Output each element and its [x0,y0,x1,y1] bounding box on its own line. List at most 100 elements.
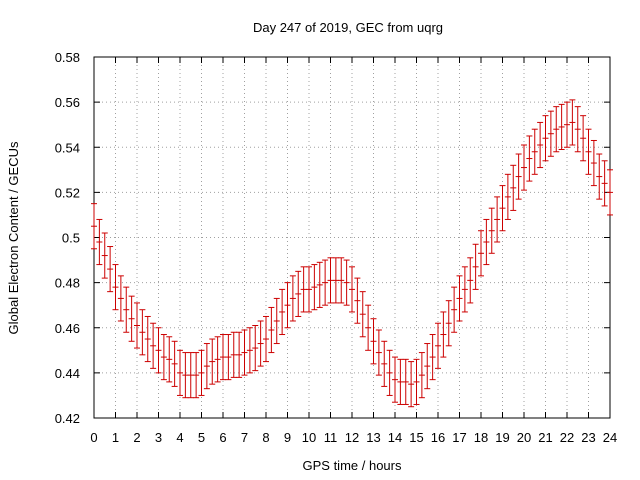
error-bar-point [193,352,200,399]
error-bar-point [607,169,613,216]
error-bar-point [289,275,296,322]
error-bar-point [510,164,517,211]
error-bar-point [359,291,366,338]
error-bar-point [381,340,388,387]
error-bar-point [365,304,372,351]
error-bar-point [107,246,114,293]
error-bar-point [134,302,140,349]
y-tick-label: 0.48 [55,276,80,291]
x-tick-label: 6 [219,430,226,445]
error-bar-point [440,311,447,358]
x-tick-label: 14 [388,430,402,445]
error-bar-point [370,318,377,365]
error-bar-point [96,218,103,266]
error-bar-point [160,334,167,381]
error-bar-point [488,207,495,254]
error-bar-point [273,297,280,345]
grid-lines [94,57,610,418]
error-bar-point [461,266,468,313]
error-bar-point [327,257,334,304]
error-bar-point [209,338,216,385]
axis-ticks [93,56,611,419]
error-bar-point [547,110,554,157]
error-bar-point [413,358,420,405]
error-bar-point [392,356,398,403]
x-tick-label: 19 [495,430,509,445]
error-bar-point [531,128,538,175]
error-bar-point [332,257,339,304]
error-bar-point [230,331,237,378]
error-bar-point [252,324,259,372]
error-bar-point [521,144,527,191]
error-bar-point [569,99,576,146]
error-bar-point [397,358,404,405]
error-bar-point [564,101,570,148]
error-bar-point [542,115,549,162]
error-bar-point [375,329,382,376]
error-bar-point [316,261,323,308]
x-tick-label: 7 [241,430,248,445]
x-tick-label: 21 [538,430,552,445]
y-tick-label: 0.44 [55,366,80,381]
error-bar-point [203,343,210,390]
error-bar-point [150,322,157,369]
error-bar-point [343,259,350,306]
error-bar-point [580,115,587,162]
error-bar-point [386,349,393,396]
x-tick-label: 5 [198,430,205,445]
x-tick-labels: 0 1 2 3 4 5 6 7 8 9 10 11 12 13 14 15 16 17 18 19 20 21 22 23 24 [90,430,617,445]
error-bar-point [225,334,232,381]
error-bar-point [300,266,307,313]
x-tick-label: 17 [452,430,466,445]
chart-title: Day 247 of 2019, GEC from uqrg [253,20,443,35]
error-bar-point [478,230,484,277]
error-bar-point [402,358,409,405]
error-bar-point [445,300,452,347]
error-bar-point [139,309,146,356]
error-bar-point [144,315,151,363]
error-bar-point [241,329,248,376]
error-bar-point [451,286,458,333]
x-tick-label: 24 [603,430,617,445]
error-bar-point [526,135,533,182]
error-bar-point [504,173,511,220]
error-bar-point [435,322,441,369]
error-bar-point [182,352,189,399]
error-bar-point [268,306,275,354]
x-tick-label: 16 [431,430,445,445]
error-bar-point [91,203,97,250]
error-bar-point [558,103,565,151]
y-tick-label: 0.54 [55,140,80,155]
error-bar-point [537,121,544,169]
error-bar-point [101,232,108,279]
y-tick-label: 0.5 [62,231,80,246]
error-bar-point [596,153,603,200]
error-bar-point [257,320,264,367]
error-bar-point [354,277,361,324]
error-bar-point [418,352,425,399]
error-bar-point [590,139,597,187]
error-bar-point [284,282,291,329]
x-tick-label: 18 [474,430,488,445]
error-bar-point [198,349,205,396]
x-tick-label: 15 [409,430,423,445]
error-bar-point [494,196,501,243]
error-bar-point [112,264,119,311]
error-bar-point [601,160,608,207]
error-bar-point [338,257,345,304]
error-bar-point [166,336,173,383]
error-bars [91,99,613,408]
error-bar-point [456,275,463,322]
error-bar-point [236,331,243,378]
x-tick-label: 8 [262,430,269,445]
x-tick-label: 1 [112,430,119,445]
error-bar-point [128,295,135,342]
y-tick-label: 0.42 [55,411,80,426]
y-tick-label: 0.58 [55,50,80,65]
x-tick-label: 11 [324,430,338,445]
error-bar-point [295,270,302,317]
error-bar-point [187,352,194,399]
x-tick-label: 0 [90,430,97,445]
error-bar-point [214,336,221,383]
